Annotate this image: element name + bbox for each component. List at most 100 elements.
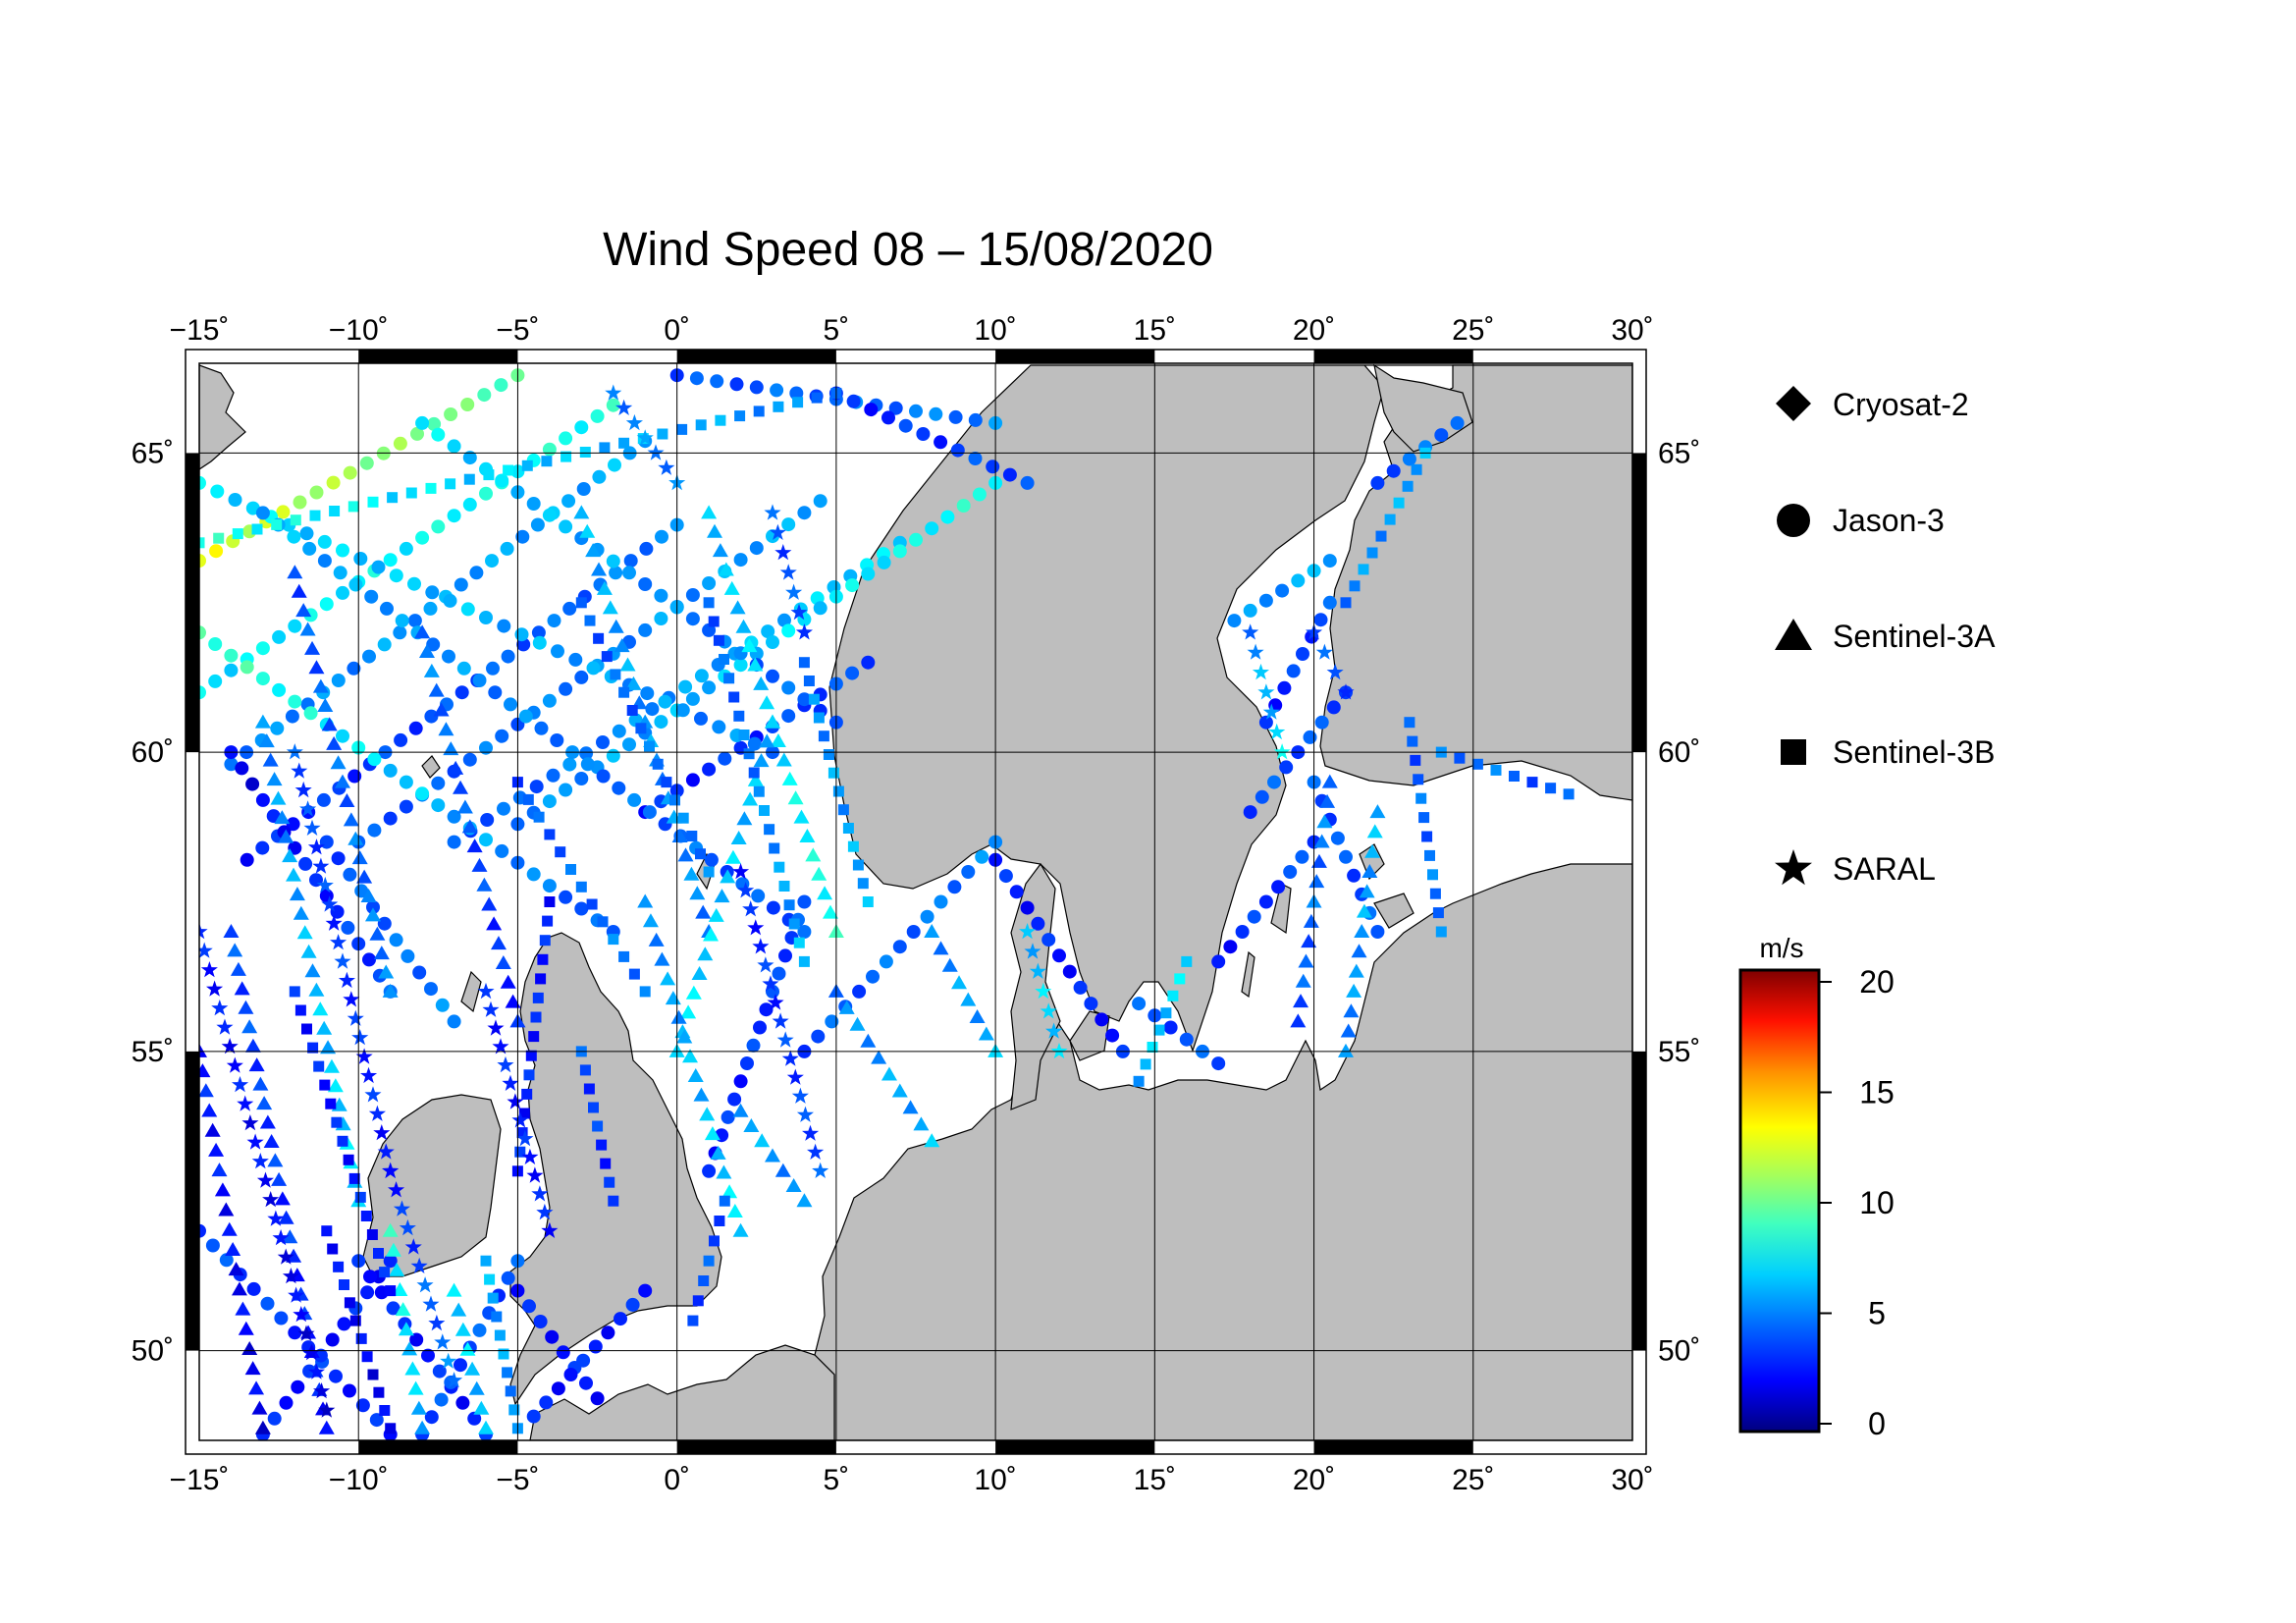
circle-marker [956, 499, 971, 513]
circle-marker [1339, 849, 1353, 864]
longitude-label: 30˚ [1611, 314, 1653, 347]
square-marker [657, 428, 668, 440]
circle-marker [362, 649, 376, 664]
star-marker [492, 1038, 509, 1055]
circle-marker [1084, 997, 1098, 1011]
triangle-marker [466, 839, 483, 853]
star-marker [293, 1306, 310, 1323]
square-marker [592, 1120, 604, 1132]
circle-marker [210, 484, 225, 499]
triangle-marker [1364, 843, 1381, 858]
circle-marker [224, 648, 239, 663]
square-marker [329, 506, 341, 516]
triangle-marker [433, 702, 450, 717]
circle-marker [326, 475, 341, 490]
circle-marker [645, 702, 660, 717]
circle-marker [355, 1398, 370, 1413]
triangle-marker [326, 735, 343, 750]
square-marker [537, 953, 549, 965]
circle-marker [909, 532, 923, 547]
france-brittany [529, 1344, 835, 1440]
circle-marker [426, 637, 441, 652]
triangle-marker [960, 992, 977, 1006]
circle-marker [704, 852, 719, 867]
circle-marker [546, 768, 561, 783]
square-marker [199, 537, 205, 549]
star-marker [277, 1248, 294, 1265]
circle-marker [354, 884, 369, 898]
star-marker [434, 1333, 452, 1350]
square-marker [597, 916, 609, 928]
circle-marker [531, 625, 546, 640]
triangle-marker [1340, 1023, 1357, 1038]
triangle-marker [730, 830, 747, 844]
square-marker [618, 437, 630, 449]
triangle-marker [732, 1222, 749, 1237]
triangle-marker [1301, 934, 1317, 948]
circle-marker [861, 655, 876, 670]
square-marker [1471, 758, 1483, 770]
circle-marker [494, 378, 508, 393]
continent-landmass [814, 863, 1632, 1440]
triangle-marker [267, 1153, 284, 1167]
triangle-marker [478, 1420, 494, 1434]
star-marker [237, 1095, 254, 1111]
triangle-marker [799, 829, 816, 843]
square-marker [818, 730, 829, 742]
star-marker [774, 544, 792, 561]
circle-marker [1095, 1012, 1109, 1027]
star-marker [232, 1076, 249, 1093]
circle-marker [766, 900, 780, 915]
square-marker [600, 1158, 612, 1169]
triangle-marker [286, 867, 302, 882]
star-marker [531, 1185, 549, 1202]
circle-marker [733, 1074, 748, 1089]
circle-marker [274, 1311, 289, 1325]
triangle-marker [263, 1133, 280, 1148]
triangle-marker [208, 1142, 225, 1157]
circle-marker [240, 660, 254, 675]
circle-marker [797, 894, 812, 909]
triangle-marker [765, 1148, 780, 1163]
triangle-marker [308, 982, 325, 997]
star-marker [299, 800, 317, 817]
circle-marker [608, 458, 621, 472]
square-marker [1384, 514, 1396, 525]
triangle-marker [1298, 953, 1314, 968]
longitude-label: 5˚ [824, 1464, 850, 1496]
circle-marker [479, 611, 493, 624]
square-marker [599, 442, 611, 454]
colorbar-unit-label: m/s [1759, 933, 1803, 963]
triangle-marker [278, 829, 294, 843]
triangle-marker [254, 714, 271, 729]
square-marker [847, 840, 859, 852]
triangle-marker [701, 505, 718, 519]
square-marker [528, 1031, 540, 1043]
triangle-marker [732, 1103, 749, 1117]
circle-marker [504, 697, 517, 712]
square-marker [1427, 869, 1438, 881]
triangle-marker [978, 1026, 994, 1041]
square-marker [639, 986, 651, 998]
gotland-island [1270, 883, 1292, 935]
triangle-marker [453, 780, 469, 794]
triangle-marker [360, 888, 377, 902]
circle-marker [399, 799, 413, 814]
longitude-label: 20˚ [1293, 314, 1335, 347]
star-marker [1257, 683, 1275, 700]
star-marker [1040, 1002, 1057, 1019]
square-marker [483, 469, 495, 481]
square-marker [610, 669, 621, 680]
star-marker [772, 1012, 789, 1029]
frame-bar-left [186, 453, 199, 753]
square-marker [1429, 888, 1441, 899]
circle-marker [317, 534, 332, 549]
square-marker [491, 1311, 503, 1323]
triangle-marker [1321, 774, 1338, 788]
square-marker [347, 501, 359, 513]
triangle-marker [691, 965, 708, 980]
colorbar-tick-label: 10 [1859, 1185, 1895, 1220]
triangle-marker [689, 886, 706, 900]
circle-marker [542, 442, 557, 457]
circle-marker [658, 694, 672, 709]
